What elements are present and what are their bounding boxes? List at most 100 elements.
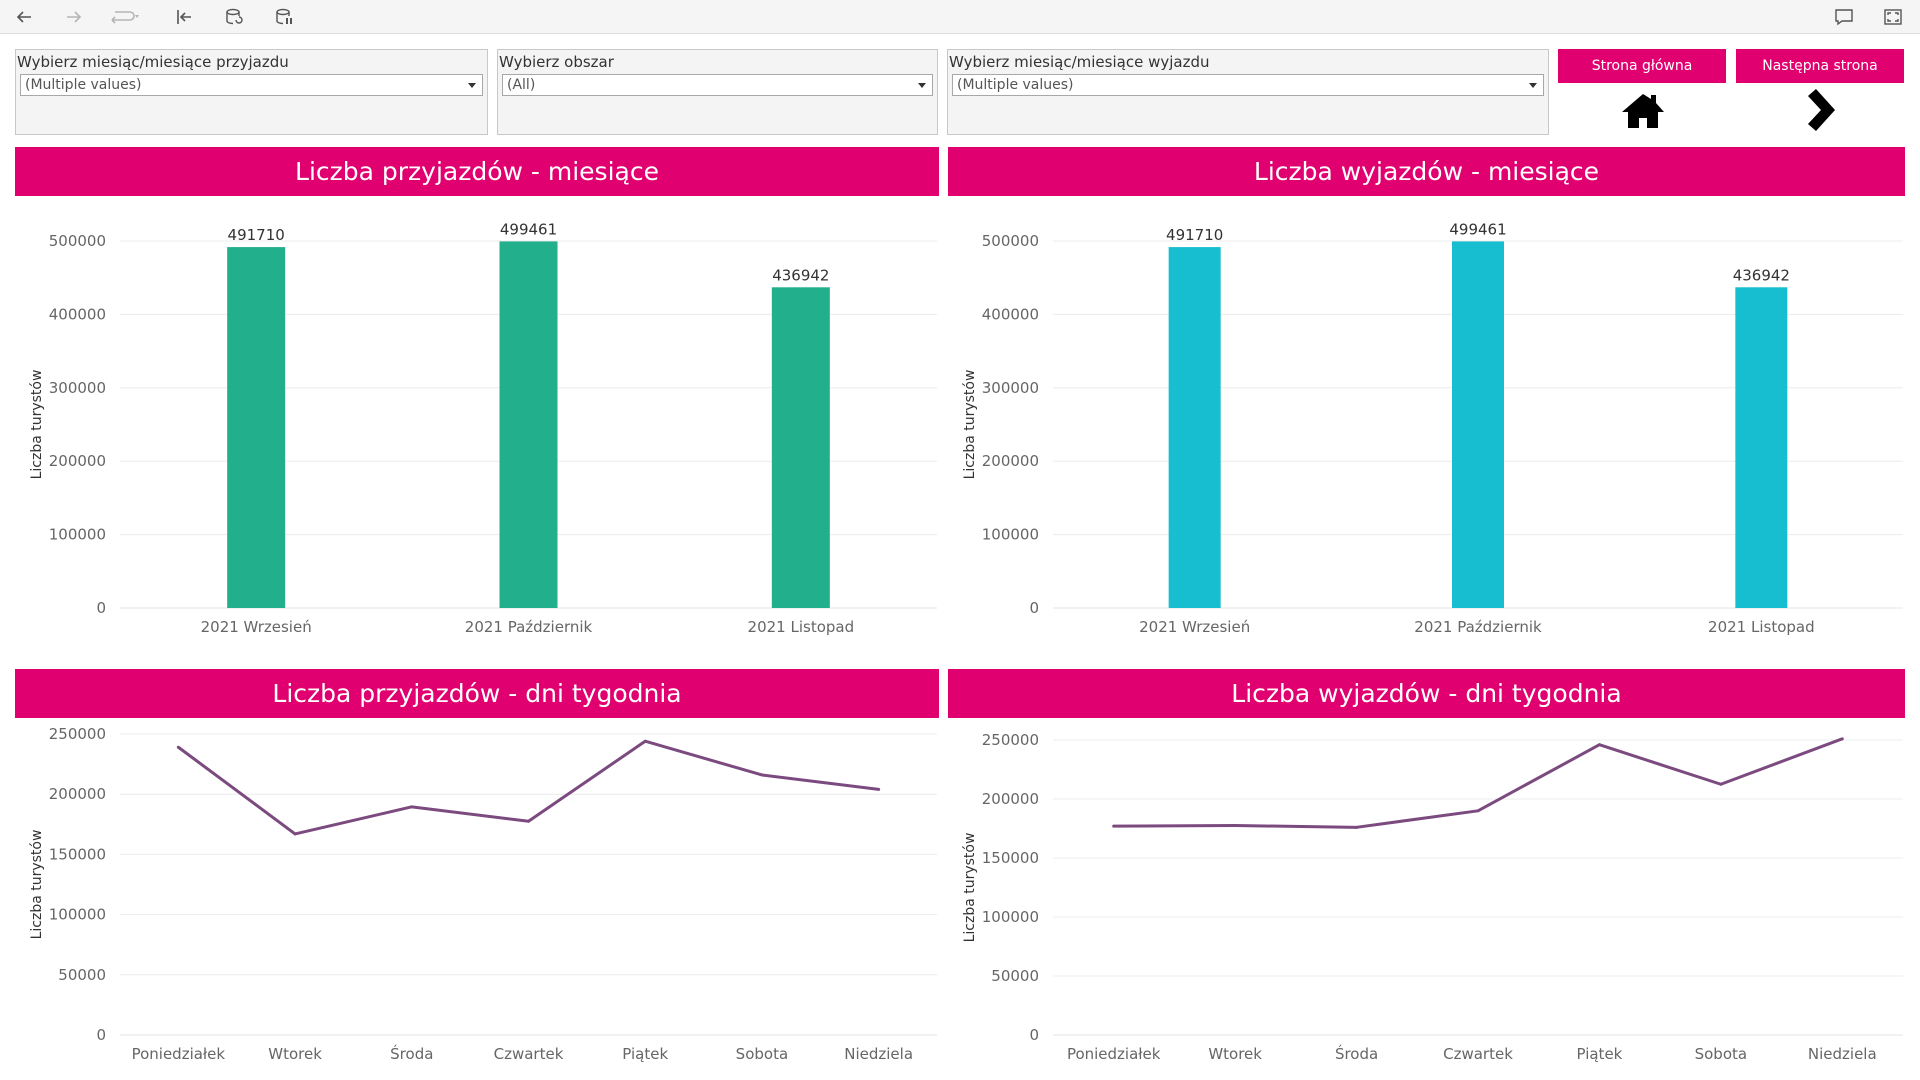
departures-months-title: Liczba wyjazdów - miesiące [948,147,1905,196]
y-tick-label: 150000 [982,849,1039,867]
line-point [527,819,530,823]
x-tick-label: Poniedziałek [1067,1045,1161,1063]
x-tick-label: 2021 Wrzesień [201,618,312,636]
arrival-month-dropdown[interactable]: (Multiple values) [20,74,483,96]
comment-icon[interactable] [1831,4,1857,30]
bar [1452,241,1504,608]
x-tick-label: 2021 Listopad [748,618,855,636]
home-button[interactable]: Strona główna [1558,49,1726,83]
y-tick-label: 250000 [982,731,1039,749]
redo-icon[interactable] [107,4,141,30]
line-point [176,745,180,749]
bar-data-label: 491710 [228,226,285,244]
departures-weekdays-title: Liczba wyjazdów - dni tygodnia [948,669,1905,718]
revert-icon[interactable] [171,4,197,30]
x-tick-label: Niedziela [844,1045,913,1063]
dropdown-value: (All) [507,77,536,93]
y-tick-label: 200000 [49,785,106,803]
arrivals-weekdays-chart: 0 50000 100000 150000 200000 250000 Liczba tur… [29,725,937,1063]
departures-weekdays-chart: 0 50000 100000 150000 200000 250000 Liczba tur… [962,731,1903,1063]
y-tick-label: 200000 [982,790,1039,808]
dropdown-arrow-icon [918,83,926,88]
y-axis-title: Liczba turystów [962,833,978,943]
line-point [1719,782,1723,786]
x-tick-label: 2021 Wrzesień [1139,618,1250,636]
y-tick-label: 400000 [982,305,1039,323]
y-axis-title: Liczba turystów [29,370,45,480]
y-tick-label: 0 [1029,1026,1039,1044]
y-axis-title: Liczba turystów [29,830,45,940]
area-filter: Wybierz obszar (All) [497,49,938,135]
x-tick-label: 2021 Październik [465,618,593,636]
x-tick-label: Poniedziałek [132,1045,226,1063]
arrivals-weekdays-title: Liczba przyjazdów - dni tygodnia [15,669,939,718]
y-tick-label: 300000 [49,379,106,397]
line-point [1597,743,1601,747]
line-point [1355,825,1359,829]
bar [499,241,558,608]
y-tick-label: 200000 [982,452,1039,470]
y-tick-label: 250000 [49,725,106,743]
arrival-month-filter: Wybierz miesiąc/miesiące przyjazdu (Mult… [15,49,488,135]
line-point [760,773,764,777]
line-point [1112,824,1116,828]
x-tick-label: Wtorek [268,1045,322,1063]
y-tick-label: 0 [96,599,106,617]
x-tick-label: Niedziela [1808,1045,1877,1063]
bar [227,247,286,608]
line-point [643,739,647,743]
x-tick-label: 2021 Listopad [1708,618,1815,636]
bar-data-label: 436942 [772,266,829,284]
x-tick-label: Sobota [1695,1045,1747,1063]
x-tick-label: Piątek [1576,1045,1622,1063]
filter-label: Wybierz obszar [499,53,614,71]
bar-data-label: 499461 [1449,220,1506,238]
arrivals-months-chart: 0 100000 200000 300000 400000 500000 Liczba tu… [29,220,937,636]
area-dropdown[interactable]: (All) [502,74,933,96]
bar-data-label: 499461 [500,220,557,238]
forward-icon[interactable] [61,4,87,30]
dropdown-arrow-icon [468,83,476,88]
departure-month-filter: Wybierz miesiąc/miesiące wyjazdu (Multip… [947,49,1549,135]
x-tick-label: 2021 Październik [1414,618,1542,636]
y-tick-label: 0 [96,1026,106,1044]
departures-months-chart: 0 100000 200000 300000 400000 500000 Liczba tu… [962,220,1903,636]
bar-data-label: 491710 [1166,226,1223,244]
x-tick-label: Czwartek [494,1045,564,1063]
dropdown-value: (Multiple values) [25,77,142,93]
y-tick-label: 50000 [991,967,1039,985]
y-tick-label: 100000 [49,906,106,924]
chevron-right-icon[interactable] [1804,88,1836,136]
y-tick-label: 50000 [58,966,106,984]
bar [1735,287,1788,608]
y-tick-label: 500000 [49,232,106,250]
home-icon[interactable] [1620,92,1666,134]
line-point [1233,824,1237,828]
series-line [1113,737,1843,829]
bar [771,287,830,608]
y-tick-label: 0 [1029,599,1039,617]
dropdown-arrow-icon [1529,83,1537,88]
y-tick-label: 100000 [49,526,106,544]
pause-updates-icon[interactable] [271,4,297,30]
x-tick-label: Wtorek [1208,1045,1262,1063]
x-tick-label: Środa [390,1044,433,1063]
viz-toolbar [0,0,1920,34]
departure-month-dropdown[interactable]: (Multiple values) [952,74,1544,96]
back-icon[interactable] [11,4,37,30]
x-tick-label: Środa [1335,1044,1378,1063]
bar [1168,247,1221,608]
fullscreen-icon[interactable] [1880,4,1906,30]
y-axis-title: Liczba turystów [962,370,978,480]
dropdown-value: (Multiple values) [957,77,1074,93]
bar-data-label: 436942 [1733,266,1790,284]
refresh-data-icon[interactable] [221,4,247,30]
filter-label: Wybierz miesiąc/miesiące wyjazdu [949,53,1210,71]
filter-label: Wybierz miesiąc/miesiące przyjazdu [17,53,289,71]
x-tick-label: Sobota [736,1045,788,1063]
y-tick-label: 200000 [49,452,106,470]
next-page-button[interactable]: Następna strona [1736,49,1904,83]
x-tick-label: Czwartek [1443,1045,1513,1063]
y-tick-label: 500000 [982,232,1039,250]
y-tick-label: 100000 [982,526,1039,544]
